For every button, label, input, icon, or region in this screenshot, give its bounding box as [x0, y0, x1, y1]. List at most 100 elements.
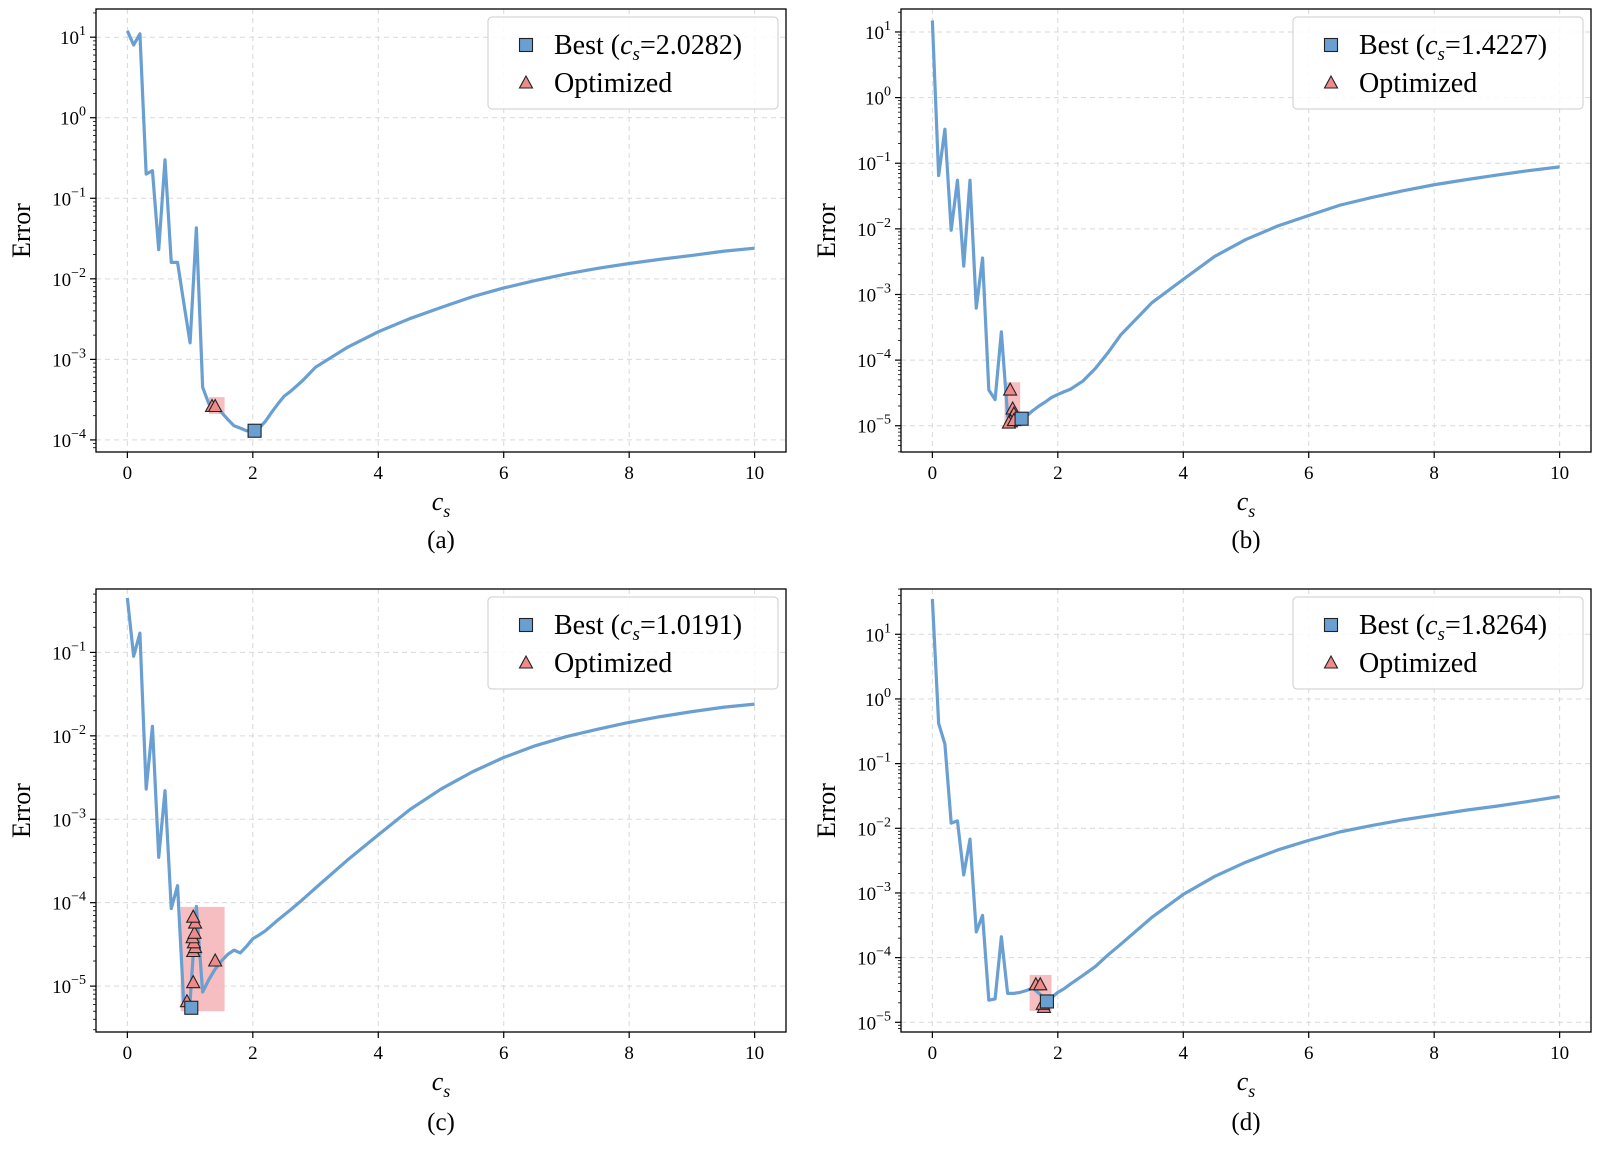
- x-axis-label: cs: [1237, 487, 1256, 521]
- legend: Best (cs=2.0282)Optimized: [487, 16, 779, 110]
- y-tick-label: 100: [60, 105, 86, 130]
- x-tick-label: 0: [928, 1043, 938, 1064]
- legend-box: [487, 596, 779, 690]
- y-tick-label: 101: [865, 19, 891, 44]
- y-tick-label: 100: [865, 686, 891, 711]
- y-tick-label: 10−1: [52, 185, 86, 210]
- x-tick-label: 2: [1053, 463, 1063, 484]
- y-tick-label: 10−1: [857, 150, 891, 175]
- legend-optimized-label: Optimized: [554, 68, 672, 99]
- y-tick-label: 10−2: [857, 815, 891, 840]
- x-tick-label: 10: [745, 1043, 764, 1064]
- legend-optimized-marker: [518, 74, 534, 89]
- x-axis-label: cs: [432, 487, 451, 521]
- y-tick-label: 10−3: [52, 806, 86, 831]
- x-tick-label: 8: [1429, 463, 1439, 484]
- legend-optimized-label: Optimized: [1359, 648, 1477, 679]
- best-marker: [1039, 994, 1054, 1009]
- x-tick-label: 0: [123, 463, 133, 484]
- legend: Best (cs=1.8264)Optimized: [1292, 596, 1584, 690]
- x-tick-label: 10: [745, 463, 764, 484]
- optimized-marker: [185, 909, 201, 923]
- chart-panel: 0 2 4 6 8 10 101 100 10−1 10−2 10−3 10−4 10−5 Best (c…: [812, 8, 1592, 554]
- legend: Best (cs=1.0191)Optimized: [487, 596, 779, 690]
- y-tick-label: 10−4: [52, 427, 86, 452]
- y-tick-label: 10−3: [857, 880, 891, 905]
- y-axis-label: Error: [812, 783, 841, 838]
- plot-frame: [95, 588, 787, 1033]
- legend-optimized-label: Optimized: [554, 648, 672, 679]
- best-marker: [184, 1000, 199, 1015]
- x-tick-label: 2: [1053, 1043, 1063, 1064]
- error-curve: [930, 20, 1560, 423]
- optimized-marker: [207, 398, 223, 413]
- x-tick-label: 8: [624, 463, 634, 484]
- best-marker: [1014, 411, 1029, 426]
- x-tick-label: 6: [499, 463, 509, 484]
- error-curve: [930, 598, 1560, 1002]
- x-tick-label: 2: [248, 1043, 258, 1064]
- x-axis-label: cs: [432, 1067, 451, 1101]
- legend-box: [1292, 596, 1584, 690]
- legend-box: [487, 16, 779, 110]
- x-tick-label: 0: [928, 463, 938, 484]
- legend-optimized-label: Optimized: [1359, 68, 1477, 99]
- plot-area: [930, 598, 1560, 1013]
- optimized-marker: [187, 925, 202, 939]
- x-tick-label: 6: [499, 1043, 509, 1064]
- y-tick-label: 10−1: [52, 639, 86, 664]
- y-tick-label: 10−5: [52, 973, 86, 998]
- y-tick-label: 10−2: [52, 723, 86, 748]
- y-tick-label: 10−1: [857, 751, 891, 776]
- x-tick-label: 4: [374, 463, 384, 484]
- error-curve: [125, 597, 755, 1007]
- y-axis-label: Error: [7, 783, 36, 838]
- y-tick-label: 10−4: [52, 890, 86, 915]
- plot-frame: [900, 588, 1592, 1033]
- legend-optimized-marker: [1323, 74, 1339, 89]
- y-axis-label: Error: [7, 203, 36, 258]
- panel-caption: (b): [1231, 527, 1260, 554]
- chart-panel: 0 2 4 6 8 10 10−1 10−2 10−3 10−4 10−5 Best (cs=1.01…: [7, 588, 787, 1136]
- y-tick-label: 10−4: [857, 347, 891, 372]
- y-tick-label: 101: [60, 24, 86, 49]
- legend-best-marker: [1323, 37, 1339, 53]
- optimized-marker: [1032, 976, 1048, 991]
- x-tick-label: 4: [1179, 463, 1189, 484]
- optimized-marker: [185, 974, 201, 989]
- x-tick-label: 0: [123, 1043, 133, 1064]
- x-tick-label: 4: [374, 1043, 384, 1064]
- x-tick-label: 4: [1179, 1043, 1189, 1064]
- plot-frame: [95, 8, 787, 453]
- panel-caption: (c): [427, 1109, 455, 1136]
- y-tick-label: 10−2: [52, 266, 86, 291]
- y-tick-label: 101: [865, 621, 891, 646]
- plot-area: [930, 20, 1560, 429]
- x-tick-label: 2: [248, 463, 258, 484]
- y-tick-label: 10−2: [857, 216, 891, 241]
- plot-area: [125, 30, 755, 438]
- x-tick-label: 8: [624, 1043, 634, 1064]
- y-tick-label: 10−4: [857, 945, 891, 970]
- plot-area: [125, 597, 755, 1015]
- x-tick-label: 8: [1429, 1043, 1439, 1064]
- chart-panel: 0 2 4 6 8 10 101 100 10−1 10−2 10−3 10−4 10−5 Best (c…: [812, 588, 1592, 1136]
- legend-optimized-marker: [518, 654, 534, 669]
- panel-caption: (d): [1231, 1109, 1260, 1136]
- plot-frame: [900, 8, 1592, 453]
- x-axis-label: cs: [1237, 1067, 1256, 1101]
- x-tick-label: 10: [1550, 1043, 1569, 1064]
- optimized-marker: [1002, 381, 1018, 396]
- y-tick-label: 10−5: [857, 413, 891, 438]
- chart-panel: 0 2 4 6 8 10 101 100 10−1 10−2 10−3 10−4 Best (cs=2.…: [7, 8, 787, 554]
- legend: Best (cs=1.4227)Optimized: [1292, 16, 1584, 110]
- legend-optimized-marker: [1323, 654, 1339, 669]
- legend-best-marker: [1323, 617, 1339, 633]
- y-tick-label: 10−3: [52, 346, 86, 371]
- optimized-marker: [207, 952, 223, 967]
- y-axis-label: Error: [812, 203, 841, 258]
- x-tick-label: 10: [1550, 463, 1569, 484]
- y-tick-label: 100: [865, 85, 891, 110]
- legend-best-marker: [518, 37, 534, 53]
